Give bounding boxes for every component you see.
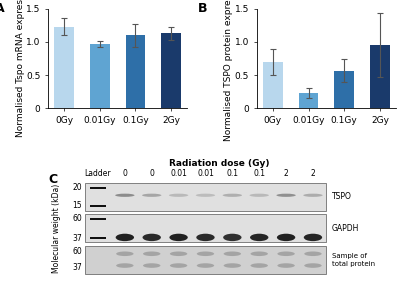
- Ellipse shape: [170, 251, 187, 256]
- Ellipse shape: [196, 194, 215, 197]
- Bar: [84, 183, 326, 211]
- Text: 2: 2: [310, 169, 315, 178]
- Ellipse shape: [277, 251, 295, 256]
- Bar: [84, 246, 326, 274]
- Bar: [126, 35, 145, 108]
- Ellipse shape: [276, 194, 296, 197]
- Ellipse shape: [304, 234, 322, 241]
- Ellipse shape: [197, 251, 214, 256]
- Ellipse shape: [197, 263, 214, 268]
- Ellipse shape: [223, 234, 242, 241]
- Bar: [90, 44, 110, 108]
- Text: 60: 60: [72, 247, 82, 256]
- Ellipse shape: [142, 194, 161, 197]
- Text: 37: 37: [72, 263, 82, 272]
- Ellipse shape: [224, 251, 241, 256]
- Ellipse shape: [303, 194, 323, 197]
- Text: A: A: [0, 2, 5, 15]
- Text: Molecular weight (kDa): Molecular weight (kDa): [52, 184, 61, 273]
- Text: Sample of
total protein: Sample of total protein: [332, 253, 375, 267]
- Ellipse shape: [224, 263, 241, 268]
- Text: 0: 0: [149, 169, 154, 178]
- Bar: [299, 93, 318, 108]
- Text: 15: 15: [72, 201, 82, 210]
- Ellipse shape: [170, 263, 187, 268]
- Text: 0.01: 0.01: [197, 169, 214, 178]
- Bar: [90, 218, 106, 220]
- Text: TSPO: TSPO: [332, 193, 352, 202]
- Ellipse shape: [116, 251, 134, 256]
- Y-axis label: Normalised TSPO protein expression: Normalised TSPO protein expression: [224, 0, 233, 141]
- Ellipse shape: [115, 194, 134, 197]
- Text: GAPDH: GAPDH: [332, 224, 359, 233]
- Ellipse shape: [143, 251, 160, 256]
- Ellipse shape: [116, 263, 134, 268]
- Bar: [54, 27, 74, 108]
- Ellipse shape: [250, 234, 268, 241]
- Ellipse shape: [196, 234, 215, 241]
- Text: 37: 37: [72, 234, 82, 243]
- Bar: [84, 214, 326, 243]
- Text: B: B: [198, 2, 208, 15]
- Ellipse shape: [277, 234, 295, 241]
- Bar: [90, 205, 106, 207]
- Ellipse shape: [277, 263, 295, 268]
- Bar: [90, 237, 106, 239]
- Ellipse shape: [304, 263, 322, 268]
- Y-axis label: Normalised Tspo mRNA expression: Normalised Tspo mRNA expression: [16, 0, 24, 137]
- Ellipse shape: [170, 234, 188, 241]
- Text: 2: 2: [284, 169, 288, 178]
- Bar: [334, 71, 354, 108]
- Ellipse shape: [250, 251, 268, 256]
- Text: Radiation dose (Gy): Radiation dose (Gy): [169, 159, 269, 168]
- Ellipse shape: [143, 263, 160, 268]
- Text: 0.1: 0.1: [253, 169, 265, 178]
- Ellipse shape: [169, 194, 188, 197]
- Ellipse shape: [142, 234, 161, 241]
- Text: 0.1: 0.1: [226, 169, 238, 178]
- Ellipse shape: [304, 251, 322, 256]
- Ellipse shape: [250, 263, 268, 268]
- Text: C: C: [48, 173, 57, 185]
- Bar: [263, 62, 283, 108]
- Text: Ladder: Ladder: [85, 169, 111, 178]
- Text: 0.01: 0.01: [170, 169, 187, 178]
- Ellipse shape: [223, 194, 242, 197]
- Bar: [370, 45, 390, 108]
- Text: 20: 20: [72, 183, 82, 193]
- Ellipse shape: [250, 194, 269, 197]
- Ellipse shape: [116, 234, 134, 241]
- Bar: [90, 187, 106, 189]
- Text: 0: 0: [122, 169, 127, 178]
- Text: 60: 60: [72, 214, 82, 223]
- Bar: [161, 33, 181, 108]
